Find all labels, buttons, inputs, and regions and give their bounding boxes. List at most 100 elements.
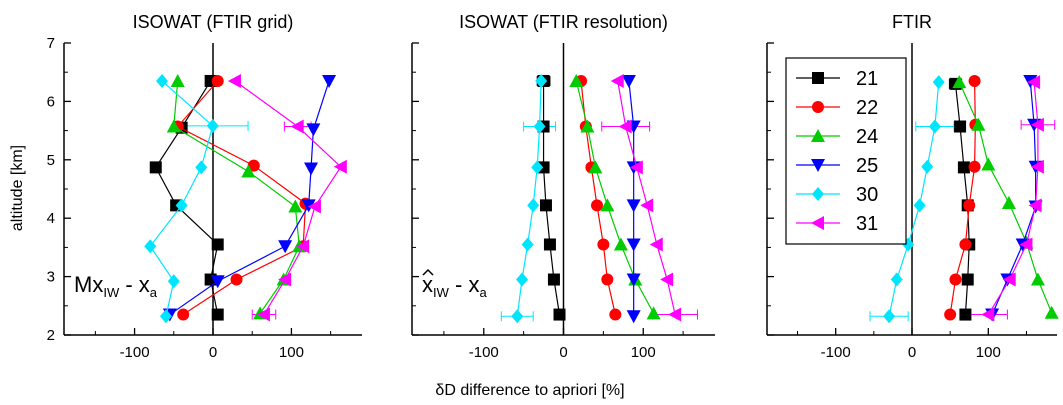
data-point	[588, 160, 603, 174]
data-point	[1030, 272, 1045, 286]
legend-entry: 22	[796, 97, 878, 119]
panel-1: ISOWAT (FTIR grid) 2 3 4 5 6 7 -100 0 100 MxIW - x…	[47, 12, 362, 361]
data-point	[621, 74, 636, 88]
y-tick-label: 6	[47, 93, 55, 110]
data-point	[981, 307, 995, 322]
panel-annotation: xIW - xa	[422, 272, 487, 300]
data-point	[952, 75, 967, 89]
legend-label: 21	[856, 68, 878, 90]
panel-annotation: MxIW - xa	[74, 272, 158, 300]
data-point	[166, 119, 181, 133]
y-tick-label: 3	[47, 269, 55, 286]
data-point	[963, 199, 976, 212]
data-point	[626, 310, 641, 324]
data-point	[618, 119, 632, 134]
data-point	[177, 308, 190, 321]
x-tick-label: 100	[279, 344, 304, 361]
data-point	[539, 199, 552, 212]
data-point	[290, 119, 304, 134]
data-point	[553, 308, 566, 321]
data-point	[227, 73, 241, 88]
data-point	[195, 160, 208, 175]
x-tick-label: -100	[469, 344, 499, 361]
panel-2: ISOWAT (FTIR resolution) -100 0 100 xIW - xa	[411, 12, 715, 361]
data-point	[626, 199, 641, 213]
data-point	[1001, 196, 1016, 210]
data-point	[175, 198, 188, 213]
data-point	[649, 237, 663, 252]
series-30	[144, 73, 219, 324]
y-tick-label: 2	[47, 327, 55, 344]
data-point	[241, 164, 256, 178]
data-point	[333, 159, 347, 174]
data-point	[944, 308, 957, 321]
data-point	[954, 120, 967, 133]
legend-marker	[811, 159, 825, 172]
data-point	[971, 117, 986, 131]
data-point	[981, 157, 996, 171]
data-point	[932, 75, 945, 90]
x-tick-label: 0	[559, 344, 567, 361]
data-point	[597, 238, 610, 251]
panel-title: ISOWAT (FTIR grid)	[133, 12, 294, 32]
legend-marker	[812, 72, 824, 84]
data-point	[159, 309, 172, 324]
data-point	[210, 275, 225, 289]
legend-label: 31	[856, 213, 878, 235]
legend-label: 30	[856, 184, 878, 206]
data-point	[629, 160, 643, 175]
data-point	[646, 306, 661, 320]
series-line	[575, 80, 655, 314]
data-point	[144, 239, 157, 254]
data-point	[296, 239, 310, 254]
data-point	[1028, 198, 1042, 213]
data-point	[211, 238, 224, 251]
legend-entry: 21	[796, 68, 878, 90]
panel-3: FTIR -100 0 100	[766, 12, 1059, 361]
panel-title: ISOWAT (FTIR resolution)	[459, 12, 668, 32]
data-point	[230, 273, 243, 286]
y-axis-label: altitude [km]	[9, 145, 26, 231]
data-point	[247, 159, 260, 172]
data-point	[928, 119, 941, 134]
data-point	[959, 308, 972, 321]
data-point	[521, 237, 534, 252]
x-tick-label: 0	[209, 344, 217, 361]
series-25	[162, 74, 337, 322]
legend-entry: 24	[796, 126, 878, 148]
legend-label: 24	[856, 126, 878, 148]
data-point	[610, 73, 624, 88]
data-point	[600, 198, 615, 212]
data-point	[580, 119, 595, 133]
series-31	[227, 73, 347, 322]
data-point	[1019, 237, 1033, 252]
data-point	[167, 274, 180, 289]
data-point	[527, 198, 540, 213]
data-point	[531, 160, 544, 175]
data-point	[883, 309, 896, 324]
data-point	[626, 273, 641, 287]
data-point	[206, 118, 219, 133]
data-point	[149, 161, 162, 174]
data-point	[1030, 159, 1044, 174]
data-point	[1030, 117, 1044, 132]
hat-accent	[422, 268, 434, 276]
data-point	[569, 73, 584, 87]
data-point	[613, 237, 628, 251]
data-point	[288, 199, 303, 213]
data-point	[278, 272, 292, 287]
legend-marker	[811, 216, 824, 230]
data-point	[913, 198, 926, 213]
data-point	[957, 161, 970, 174]
legend-entry: 25	[796, 155, 878, 177]
y-tick-label: 5	[47, 152, 55, 169]
data-point	[968, 74, 981, 87]
legend-marker	[812, 187, 824, 201]
legend-marker	[811, 129, 825, 142]
data-point	[660, 272, 674, 287]
data-point	[256, 307, 270, 322]
data-point	[306, 123, 321, 137]
data-point	[961, 273, 974, 286]
data-point	[949, 273, 962, 286]
series-31	[981, 75, 1044, 322]
